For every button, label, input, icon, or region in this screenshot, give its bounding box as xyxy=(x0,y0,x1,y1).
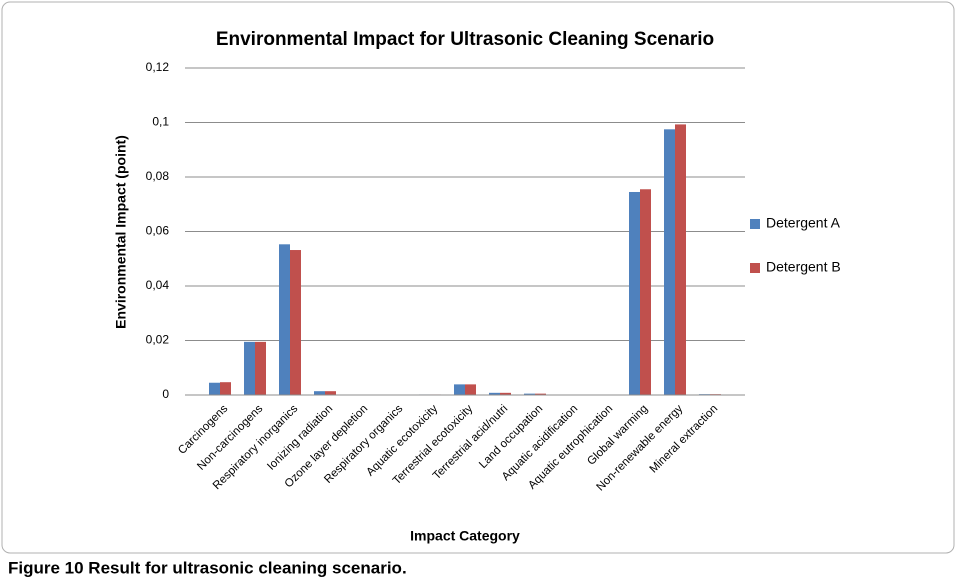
bar xyxy=(675,124,686,395)
bar xyxy=(454,384,465,395)
y-tick-label: 0,02 xyxy=(146,333,170,347)
bar xyxy=(664,129,675,395)
y-tick-label: 0 xyxy=(162,387,169,401)
y-tick-label: 0,08 xyxy=(146,169,170,183)
frame xyxy=(1,1,955,554)
bar xyxy=(640,189,651,395)
y-tick-label: 0,12 xyxy=(146,60,170,74)
bar xyxy=(325,391,336,395)
bar xyxy=(535,393,546,395)
bar xyxy=(220,382,231,395)
y-tick-label: 0,06 xyxy=(146,224,170,238)
bar xyxy=(465,384,476,395)
x-axis-label: Impact Category xyxy=(410,528,520,544)
bar xyxy=(314,391,325,395)
bar xyxy=(244,341,255,395)
bar xyxy=(255,341,266,395)
bar xyxy=(290,250,301,395)
bar xyxy=(209,382,220,395)
bar xyxy=(629,191,640,395)
y-tick-label: 0,1 xyxy=(152,115,169,129)
bar xyxy=(279,244,290,395)
legend-swatch xyxy=(750,263,760,273)
bar xyxy=(524,393,535,395)
bar xyxy=(489,392,500,395)
y-tick-label: 0,04 xyxy=(146,278,170,292)
y-axis-label: Environmental Impact (point) xyxy=(113,135,129,329)
bar xyxy=(500,392,511,395)
legend-label: Detergent A xyxy=(766,215,841,231)
legend-swatch xyxy=(750,219,760,229)
chart-title: Environmental Impact for Ultrasonic Clea… xyxy=(216,29,714,50)
caption: Figure 10 Result for ultrasonic cleaning… xyxy=(8,558,407,577)
legend-label: Detergent B xyxy=(766,259,841,275)
